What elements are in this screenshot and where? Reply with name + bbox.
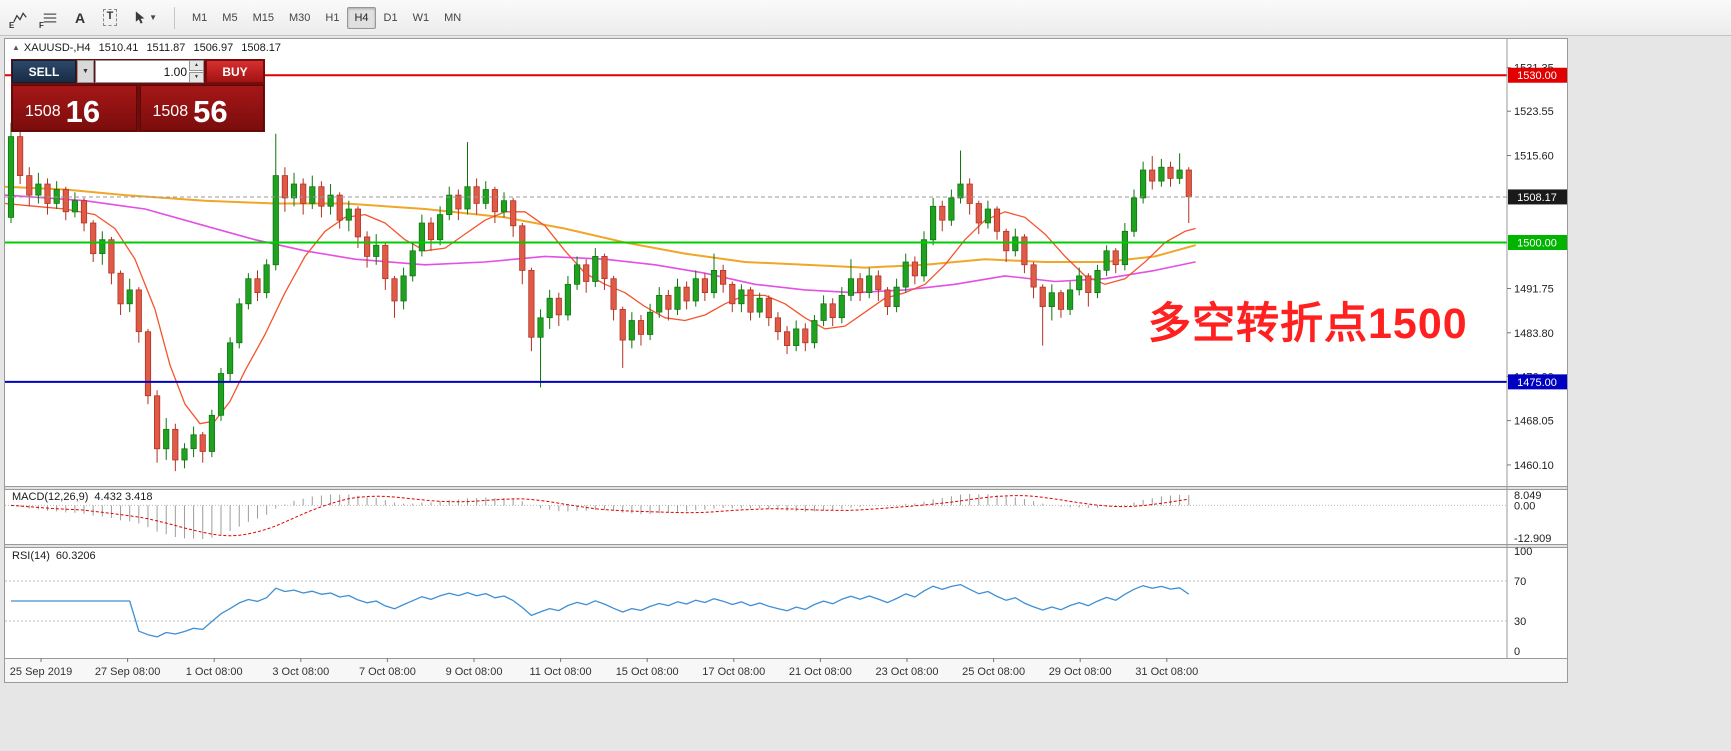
moving-averages-layer — [5, 185, 1196, 425]
chart-annotation-text[interactable]: 多空转折点1500 — [1148, 300, 1468, 348]
timeframe-button-h1[interactable]: H1 — [318, 7, 346, 29]
zigzag-chart-icon — [13, 11, 27, 22]
text-label-tool-button[interactable]: A — [66, 5, 94, 31]
timeframe-button-m1[interactable]: M1 — [185, 7, 214, 29]
collapse-triangle-icon[interactable]: ▲ — [12, 43, 20, 52]
svg-text:100: 100 — [1514, 546, 1532, 558]
volume-input[interactable] — [95, 60, 204, 83]
top-toolbar: E F A T ▼ M1 M5 M15 M30 H1 H4 D1 W1 MN — [0, 0, 1731, 36]
bid-price-tile[interactable]: 1508 16 — [12, 85, 137, 131]
timeframe-button-d1[interactable]: D1 — [377, 7, 405, 29]
volume-stepper: ▲ ▼ — [189, 60, 204, 83]
ohlc-high: 1511.87 — [146, 42, 186, 54]
order-controls-row: SELL ▼ ▲ ▼ BUY — [12, 60, 264, 83]
ohlc-low: 1506.97 — [193, 42, 234, 54]
ohlc-open: 1510.41 — [98, 42, 139, 54]
svg-text:8.049: 8.049 — [1514, 490, 1542, 502]
svg-text:25 Oct 08:00: 25 Oct 08:00 — [962, 666, 1025, 678]
ohlc-close: 1508.17 — [241, 42, 282, 54]
timeframe-button-m30[interactable]: M30 — [282, 7, 317, 29]
timeframe-button-m15[interactable]: M15 — [246, 7, 281, 29]
svg-text:25 Sep 2019: 25 Sep 2019 — [10, 666, 72, 678]
chevron-down-icon: ▼ — [82, 68, 89, 75]
svg-text:15 Oct 08:00: 15 Oct 08:00 — [616, 666, 679, 678]
ask-price-pips: 56 — [193, 93, 228, 129]
svg-text:1491.75: 1491.75 — [1514, 283, 1554, 295]
svg-text:9 Oct 08:00: 9 Oct 08:00 — [446, 666, 503, 678]
rsi-title: RSI(14) — [12, 550, 50, 562]
volume-dropdown-button[interactable]: ▼ — [77, 60, 94, 83]
levels-shortcut-button[interactable]: F — [36, 5, 64, 31]
svg-text:23 Oct 08:00: 23 Oct 08:00 — [876, 666, 939, 678]
svg-text:29 Oct 08:00: 29 Oct 08:00 — [1049, 666, 1112, 678]
svg-text:1508.17: 1508.17 — [1517, 192, 1557, 204]
macd-indicator-label: MACD(12,26,9) 4.432 3.418 — [12, 491, 153, 503]
pane-borders — [5, 486, 1567, 659]
macd-title: MACD(12,26,9) — [12, 491, 89, 503]
svg-text:1460.10: 1460.10 — [1514, 460, 1554, 472]
svg-text:17 Oct 08:00: 17 Oct 08:00 — [702, 666, 765, 678]
horizontal-lines-layer — [5, 74, 1507, 383]
candles-layer — [7, 122, 1192, 472]
indicator-shortcut-button[interactable]: E — [6, 5, 34, 31]
symbol-name: XAUUSD-,H4 — [23, 42, 91, 54]
timeframe-button-mn[interactable]: MN — [437, 7, 468, 29]
svg-text:1500.00: 1500.00 — [1517, 237, 1557, 249]
svg-text:1468.05: 1468.05 — [1514, 416, 1554, 428]
svg-text:0.00: 0.00 — [1514, 500, 1535, 512]
ask-price-prefix: 1508 — [152, 103, 189, 120]
symbol-ohlc-line: ▲ XAUUSD-,H4 1510.41 1511.87 1506.97 1508… — [12, 42, 286, 54]
cursor-arrow-icon — [135, 10, 145, 24]
svg-text:1530.00: 1530.00 — [1517, 70, 1557, 82]
volume-increase-button[interactable]: ▲ — [189, 60, 204, 71]
shortcut-sub-label: F — [39, 20, 44, 30]
levels-lines-icon — [43, 13, 57, 22]
sell-button[interactable]: SELL — [12, 60, 76, 83]
rsi-indicator-label: RSI(14) 60.3206 — [12, 550, 96, 562]
svg-text:1515.60: 1515.60 — [1514, 151, 1554, 163]
svg-text:1483.80: 1483.80 — [1514, 328, 1554, 340]
text-box-tool-button[interactable]: T — [96, 5, 124, 31]
svg-text:1523.55: 1523.55 — [1514, 106, 1554, 118]
timeframe-button-m5[interactable]: M5 — [215, 7, 244, 29]
svg-text:31 Oct 08:00: 31 Oct 08:00 — [1135, 666, 1198, 678]
buy-button[interactable]: BUY — [206, 60, 264, 83]
svg-text:0: 0 — [1514, 646, 1520, 658]
svg-text:27 Sep 08:00: 27 Sep 08:00 — [95, 666, 160, 678]
svg-text:3 Oct 08:00: 3 Oct 08:00 — [272, 666, 329, 678]
svg-text:1 Oct 08:00: 1 Oct 08:00 — [186, 666, 243, 678]
timeframe-button-h4[interactable]: H4 — [347, 6, 376, 29]
volume-decrease-button[interactable]: ▼ — [189, 72, 204, 83]
chevron-down-icon: ▼ — [149, 13, 157, 22]
chart-window: 1531.351523.551515.601491.751483.801476.… — [4, 38, 1568, 683]
one-click-trading-panel: SELL ▼ ▲ ▼ BUY 1508 16 1508 56 — [11, 59, 265, 132]
text-label-glyph: A — [74, 9, 86, 26]
rsi-value: 60.3206 — [55, 550, 96, 562]
cursor-tool-button[interactable]: ▼ — [126, 5, 164, 31]
svg-text:11 Oct 08:00: 11 Oct 08:00 — [530, 666, 592, 678]
svg-text:-12.909: -12.909 — [1514, 533, 1551, 545]
svg-text:30: 30 — [1514, 616, 1526, 628]
ask-price-tile[interactable]: 1508 56 — [139, 85, 264, 131]
bid-price-prefix: 1508 — [25, 103, 61, 120]
text-box-glyph: T — [102, 9, 118, 26]
time-axis-layer: 25 Sep 2019 27 Sep 08:00 1 Oct 08:00 3 Oct … — [10, 658, 1198, 678]
shortcut-sub-label: E — [9, 20, 15, 30]
svg-text:21 Oct 08:00: 21 Oct 08:00 — [789, 666, 852, 678]
timeframe-button-w1[interactable]: W1 — [406, 7, 437, 29]
timeframe-button-group: M1 M5 M15 M30 H1 H4 D1 W1 MN — [185, 6, 468, 29]
pane-backgrounds — [5, 39, 1567, 682]
bid-price-pips: 16 — [65, 93, 101, 129]
macd-values: 4.432 3.418 — [94, 491, 153, 503]
toolbar-separator — [174, 6, 175, 29]
rsi-pane-layer: 100 70 30 0 — [5, 546, 1532, 658]
quote-tiles-row: 1508 16 1508 56 — [12, 85, 264, 131]
svg-text:1475.00: 1475.00 — [1517, 377, 1557, 389]
price-axis-layer: 1531.351523.551515.601491.751483.801476.… — [1506, 39, 1567, 658]
price-chart-canvas[interactable]: 1531.351523.551515.601491.751483.801476.… — [5, 39, 1567, 682]
svg-text:7 Oct 08:00: 7 Oct 08:00 — [359, 666, 416, 678]
svg-text:70: 70 — [1514, 576, 1526, 588]
